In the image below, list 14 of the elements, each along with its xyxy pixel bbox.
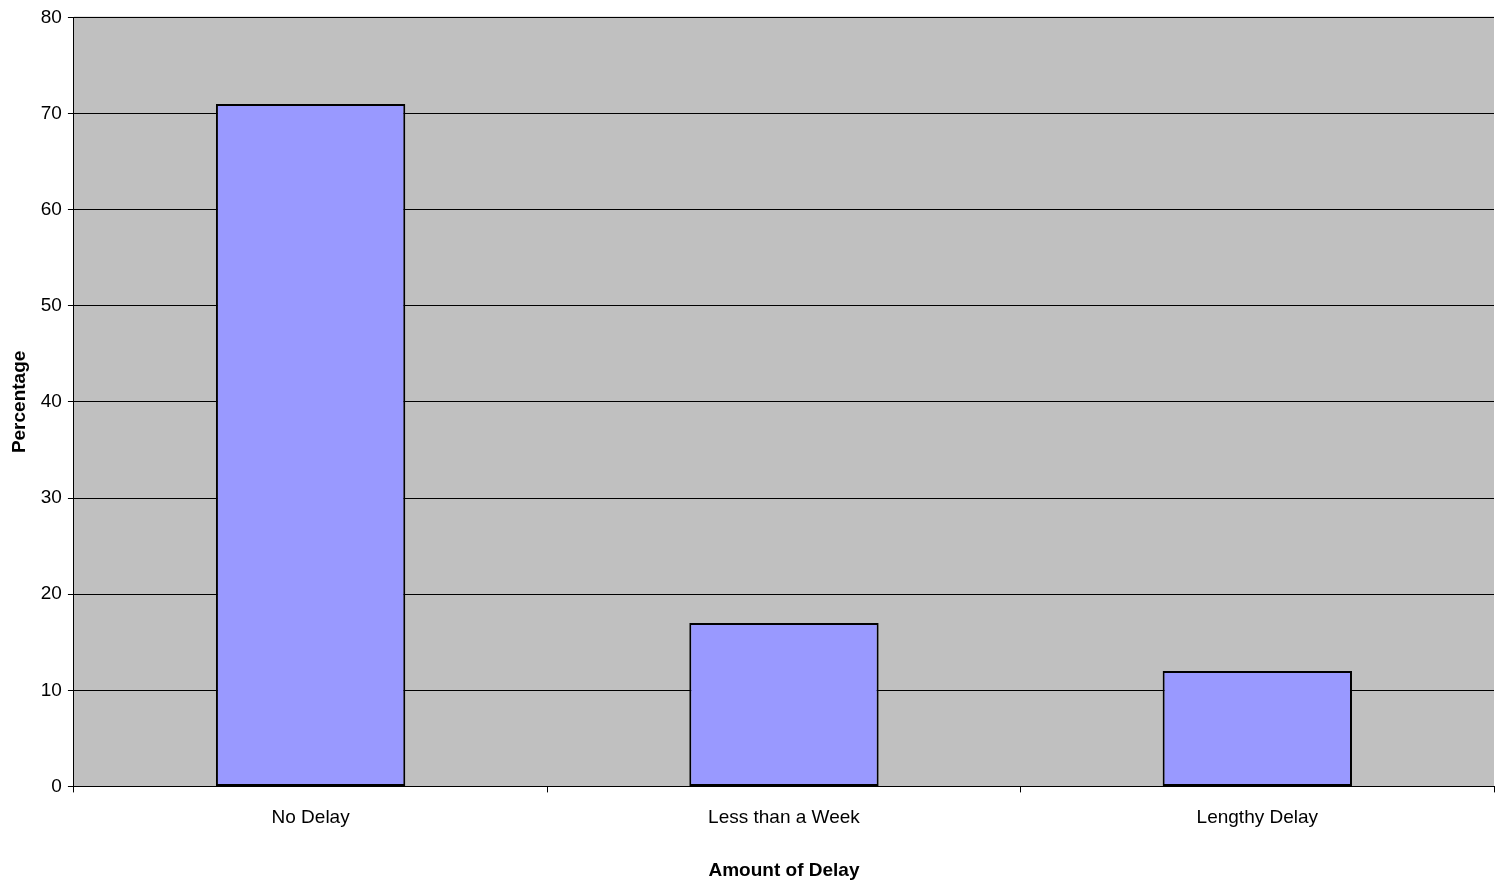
y-tick-label: 0	[51, 774, 62, 796]
y-tick-label: 70	[40, 101, 62, 123]
x-tick-label: No Delay	[271, 806, 351, 828]
y-tick-label: 50	[40, 294, 62, 316]
y-tick-label: 20	[40, 582, 62, 604]
y-axis-title: Percentage	[7, 350, 29, 454]
y-tick-label: 10	[40, 678, 62, 700]
y-tick-label: 30	[40, 486, 62, 508]
x-tick-label: Less than a Week	[708, 806, 861, 828]
y-tick-label: 80	[40, 5, 62, 27]
y-tick-label: 60	[40, 197, 62, 219]
x-tick-label: Lengthy Delay	[1196, 806, 1319, 828]
y-tick-label: 40	[40, 390, 62, 412]
x-axis-title: Amount of Delay	[708, 858, 860, 880]
